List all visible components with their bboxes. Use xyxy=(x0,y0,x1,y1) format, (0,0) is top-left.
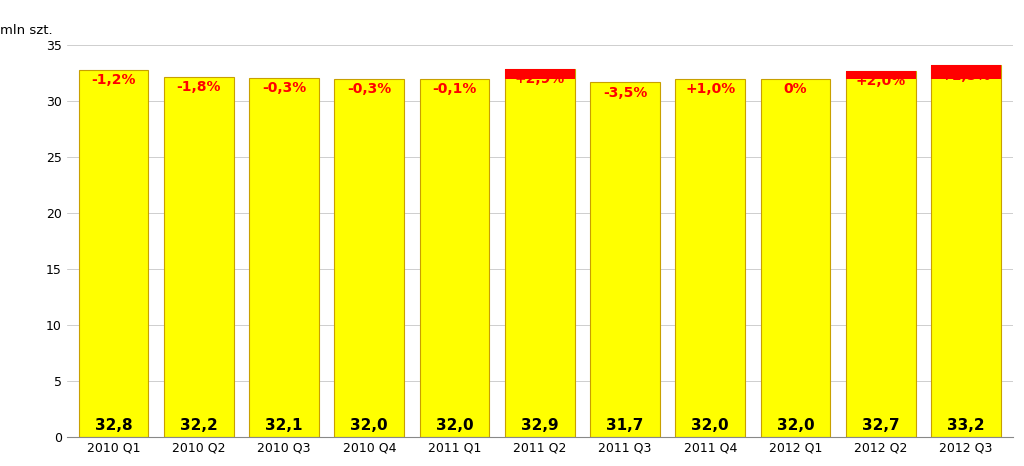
Text: 32,0: 32,0 xyxy=(350,418,388,433)
Text: 31,7: 31,7 xyxy=(606,418,644,433)
Text: -1,2%: -1,2% xyxy=(91,73,136,87)
Text: 32,9: 32,9 xyxy=(521,418,558,433)
Text: +2,9%: +2,9% xyxy=(515,72,565,86)
Text: mln szt.: mln szt. xyxy=(0,24,53,37)
Text: -0,1%: -0,1% xyxy=(432,82,477,96)
Text: -1,8%: -1,8% xyxy=(176,80,221,94)
Text: +1,5%: +1,5% xyxy=(941,69,991,83)
Text: +1,0%: +1,0% xyxy=(685,82,735,96)
Text: 32,0: 32,0 xyxy=(691,418,729,433)
Bar xyxy=(846,71,915,79)
Bar xyxy=(164,76,233,437)
Text: 33,2: 33,2 xyxy=(947,418,985,433)
Text: 32,7: 32,7 xyxy=(862,418,899,433)
Text: -0,3%: -0,3% xyxy=(262,81,306,95)
Bar xyxy=(420,79,489,437)
Bar xyxy=(505,69,574,79)
Bar xyxy=(931,65,1000,79)
Bar xyxy=(249,78,319,437)
Bar xyxy=(590,82,660,437)
Bar xyxy=(675,79,745,437)
Bar xyxy=(931,65,1000,79)
Bar xyxy=(846,71,915,437)
Text: 32,0: 32,0 xyxy=(436,418,473,433)
Bar xyxy=(79,70,148,437)
Text: -0,3%: -0,3% xyxy=(347,82,391,96)
Bar xyxy=(505,69,574,437)
Bar xyxy=(846,71,915,79)
Bar xyxy=(931,65,1000,437)
Bar xyxy=(761,79,830,437)
Text: 32,1: 32,1 xyxy=(265,418,303,433)
Text: 32,0: 32,0 xyxy=(776,418,814,433)
Bar xyxy=(334,79,404,437)
Text: 32,2: 32,2 xyxy=(180,418,218,433)
Text: 0%: 0% xyxy=(783,82,807,96)
Bar xyxy=(505,69,574,79)
Text: 32,8: 32,8 xyxy=(95,418,132,433)
Text: +2,0%: +2,0% xyxy=(856,75,906,89)
Text: -3,5%: -3,5% xyxy=(603,86,647,100)
